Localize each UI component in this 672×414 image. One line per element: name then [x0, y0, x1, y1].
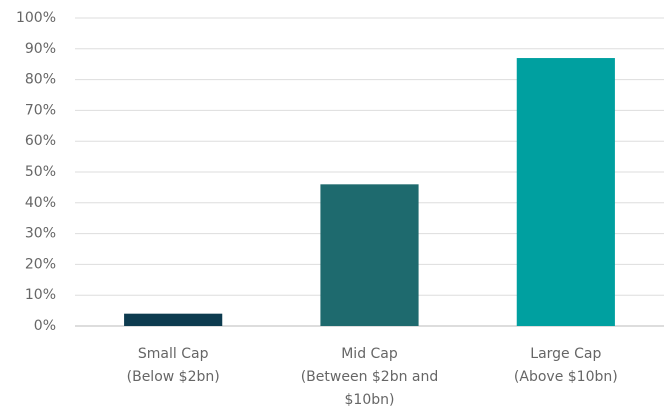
x-tick-label: $10bn) — [345, 392, 395, 408]
bar — [320, 184, 419, 326]
y-tick-label: 60% — [25, 133, 56, 149]
y-tick-label: 80% — [25, 72, 56, 88]
bar — [124, 313, 223, 326]
y-tick-label: 100% — [16, 10, 56, 26]
x-tick-label: (Below $2bn) — [127, 369, 220, 385]
y-tick-label: 90% — [25, 41, 56, 57]
y-tick-label: 30% — [25, 226, 56, 242]
x-tick-label: Small Cap — [138, 346, 209, 362]
x-tick-label: Large Cap — [530, 346, 601, 362]
x-tick-label: Mid Cap — [341, 346, 398, 362]
y-tick-label: 70% — [25, 102, 56, 118]
y-tick-label: 20% — [25, 256, 56, 272]
y-tick-label: 50% — [25, 164, 56, 180]
y-tick-label: 10% — [25, 287, 56, 303]
y-tick-label: 40% — [25, 195, 56, 211]
y-tick-label: 0% — [34, 318, 56, 334]
x-tick-label: (Above $10bn) — [514, 369, 618, 385]
x-tick-label: (Between $2bn and — [301, 369, 439, 385]
bar — [516, 58, 615, 326]
